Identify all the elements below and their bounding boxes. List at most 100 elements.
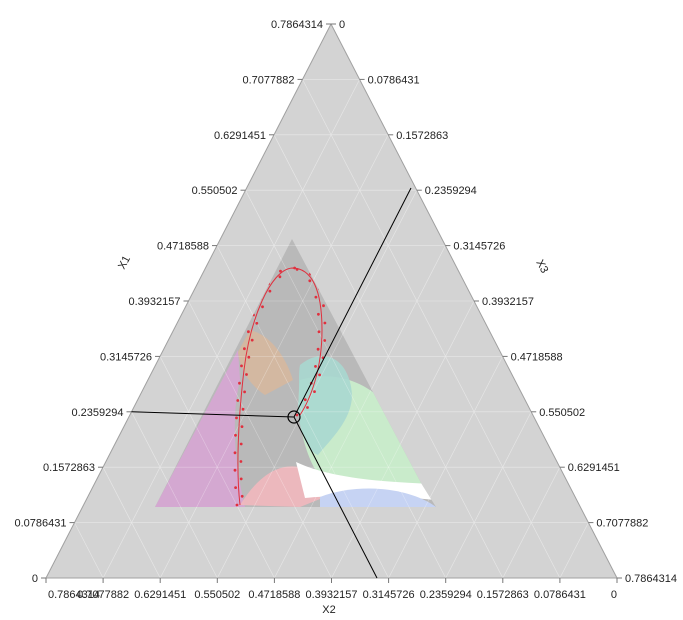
contour-dot — [293, 266, 296, 270]
contour-dot — [250, 338, 254, 342]
contour-dot — [323, 321, 327, 325]
region-orange — [238, 330, 293, 395]
x3-tick-label: 0.3932157 — [482, 296, 534, 308]
x2-tick-label: 0.3145726 — [363, 589, 415, 601]
x1-tick-label: 0.550502 — [192, 185, 238, 197]
contour-dot — [323, 339, 327, 342]
contour-dot — [234, 486, 238, 489]
contour-dot — [241, 407, 245, 411]
grid-line — [502, 467, 561, 579]
contour-dot — [238, 381, 241, 385]
grid-line — [102, 467, 161, 579]
contour-dot — [261, 305, 264, 309]
axis-tick-labels: 000.78643140.07864310.07864310.70778820.… — [15, 19, 678, 601]
x1-tick-label: 0.4718588 — [157, 241, 209, 253]
x1-tick-label: 0.2359294 — [72, 407, 124, 419]
region-blue — [320, 488, 436, 507]
inner-grid-line — [159, 239, 389, 507]
contour-dot — [235, 503, 239, 507]
x2-tick-label: 0.3932157 — [306, 589, 358, 601]
contour-dot — [306, 406, 309, 409]
contour-dot — [317, 330, 321, 334]
x3-tick-label: 0 — [339, 19, 345, 31]
contour-dot — [236, 399, 240, 402]
contour-dot — [318, 373, 321, 377]
grid-line — [302, 79, 561, 579]
grid-line — [102, 79, 360, 579]
contour-dot — [278, 275, 282, 279]
contour-dot — [317, 312, 320, 316]
x3-tick-label: 0.0786431 — [368, 74, 420, 86]
crosshair-line-x2 — [293, 416, 378, 579]
grid-line — [331, 300, 475, 579]
contour-regions — [155, 239, 436, 507]
x3-tick-label: 0.550502 — [539, 407, 585, 419]
grid-line — [74, 522, 104, 579]
x1-tick-label: 0.1572863 — [43, 462, 95, 474]
x2-tick-label: 0.7864314 — [48, 589, 100, 601]
x2-tick-label: 0.6291451 — [134, 589, 186, 601]
contour-dot — [245, 373, 248, 376]
grid-line — [559, 522, 589, 579]
x2-tick-label: 0.0786431 — [534, 589, 586, 601]
x2-axis-title: X2 — [322, 604, 335, 616]
contour-dot — [243, 390, 247, 394]
contour-dot — [247, 330, 250, 334]
contour-dot — [322, 304, 325, 308]
grid-line — [445, 411, 532, 579]
contour-curve — [237, 267, 323, 506]
crosshair-line-x3 — [293, 187, 412, 418]
x1-tick-label: 0.3145726 — [100, 351, 152, 363]
contour-dot — [308, 279, 312, 283]
contour-dot — [247, 355, 251, 359]
x3-tick-label: 0.7864314 — [625, 573, 677, 585]
region-teal — [298, 356, 352, 455]
x3-tick-label: 0.1572863 — [396, 130, 448, 142]
x1-tick-label: 0.0786431 — [15, 518, 67, 530]
x1-tick-label: 0.7077882 — [243, 74, 295, 86]
contour-dot — [240, 425, 244, 428]
x2-tick-label: 0.1572863 — [477, 589, 529, 601]
region-white — [296, 462, 436, 500]
x1-tick-label: 0.3932157 — [129, 296, 181, 308]
contour-dot — [279, 269, 282, 273]
contour-dot — [314, 365, 317, 368]
contour-dot — [234, 433, 237, 437]
contour-dot — [243, 347, 246, 351]
x2-tick-label: 0 — [611, 589, 617, 601]
contour-dot — [295, 268, 299, 271]
contour-dot — [239, 460, 243, 463]
contour-dot — [240, 364, 243, 368]
x2-tick-label: 0.550502 — [194, 589, 240, 601]
contour-dot — [313, 390, 316, 393]
x2-tick-label: 0.7077882 — [77, 589, 129, 601]
x1-tick-label: 0 — [32, 573, 38, 585]
x3-axis-title: X3 — [533, 258, 550, 276]
x1-tick-label: 0.6291451 — [214, 130, 266, 142]
contour-dot — [316, 347, 320, 351]
contour-dot — [240, 494, 244, 498]
axis-ticks — [41, 23, 622, 583]
x3-tick-label: 0.7077882 — [596, 518, 648, 530]
grid-line — [388, 356, 503, 579]
contour-dot — [235, 416, 238, 420]
crosshair[interactable] — [131, 187, 412, 579]
contour-dot — [268, 289, 272, 293]
x3-tick-label: 0.6291451 — [568, 462, 620, 474]
x2-tick-label: 0.4718588 — [248, 589, 300, 601]
contour-dot — [255, 321, 259, 325]
contour-dot — [239, 442, 243, 446]
crosshair-line-x1 — [131, 411, 295, 418]
crosshair-handle[interactable] — [287, 410, 301, 424]
contour-dot — [233, 468, 237, 472]
x3-tick-label: 0.4718588 — [511, 351, 563, 363]
x1-axis-title: X1 — [116, 254, 133, 272]
contour-dot — [303, 398, 307, 402]
contour-dot — [239, 477, 243, 481]
x2-tick-label: 0.2359294 — [420, 589, 472, 601]
x1-tick-label: 0.7864314 — [271, 19, 323, 31]
region-pink — [155, 350, 245, 507]
contour-dot — [233, 451, 237, 455]
x3-tick-label: 0.2359294 — [425, 185, 477, 197]
